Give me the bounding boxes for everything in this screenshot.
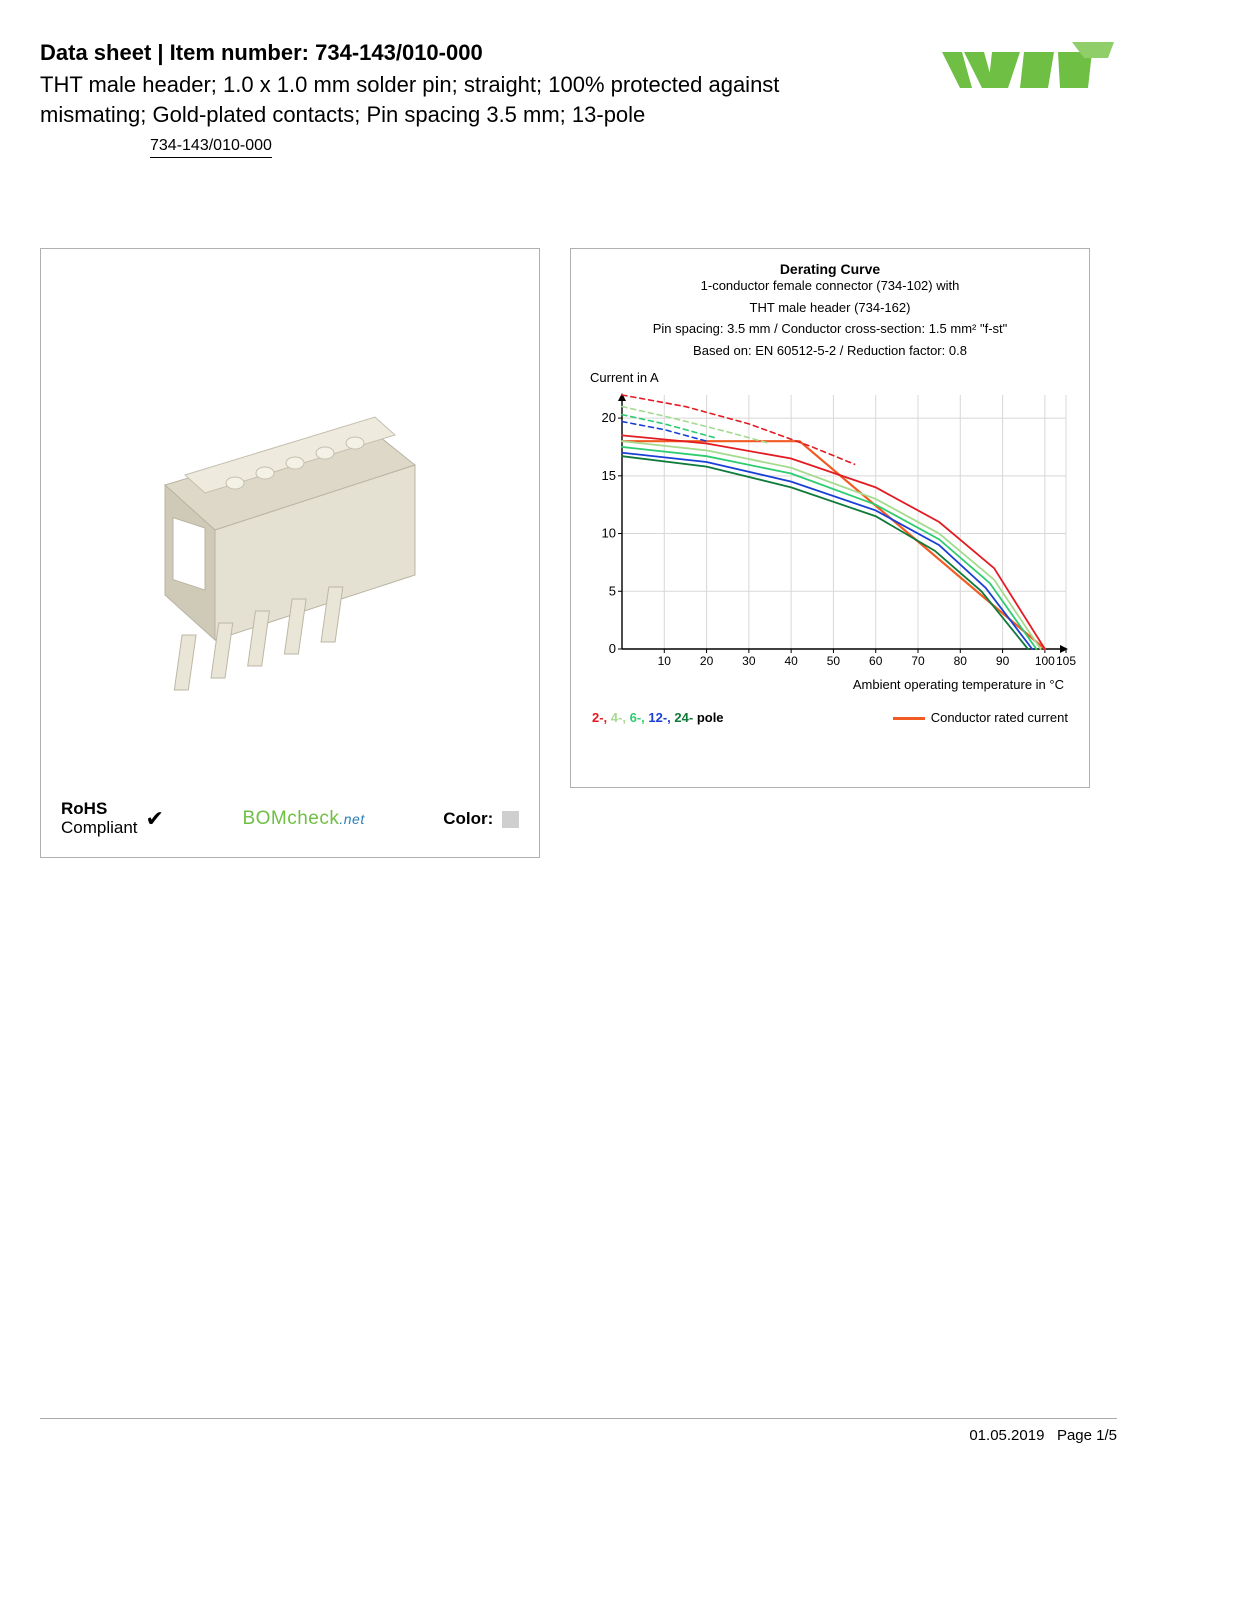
svg-text:15: 15	[602, 467, 616, 482]
color-label: Color:	[443, 809, 493, 828]
legend-pole-item: 24-	[674, 710, 696, 725]
svg-text:80: 80	[954, 654, 968, 668]
derating-chart: 0 5 10 15 20 10 20 30 40 50 60 70 80 90 100105	[586, 387, 1076, 677]
svg-text:0: 0	[609, 641, 616, 656]
svg-text:30: 30	[742, 654, 756, 668]
color-swatch	[502, 811, 519, 828]
check-icon: ✔	[146, 806, 164, 832]
rohs-line1: RoHS	[61, 800, 138, 819]
svg-text:60: 60	[869, 654, 883, 668]
svg-text:20: 20	[700, 654, 714, 668]
legend-row: 2-, 4-, 6-, 12-, 24- pole Conductor rate…	[586, 710, 1074, 725]
footer-page: Page 1/5	[1057, 1427, 1117, 1444]
svg-text:100: 100	[1035, 654, 1055, 668]
svg-text:20: 20	[602, 410, 616, 425]
svg-text:10: 10	[602, 525, 616, 540]
legend-pole-item: 2-,	[592, 710, 611, 725]
title-item-number: 734-143/010-000	[315, 40, 483, 65]
brand-logo	[942, 40, 1117, 105]
chart-title: Derating Curve	[586, 261, 1074, 277]
legend-pole-item: 4-,	[611, 710, 630, 725]
svg-text:70: 70	[911, 654, 925, 668]
subtitle: THT male header; 1.0 x 1.0 mm solder pin…	[40, 70, 820, 129]
title-line: Data sheet | Item number: 734-143/010-00…	[40, 40, 820, 66]
chart-sub3: Pin spacing: 3.5 mm / Conductor cross-se…	[586, 320, 1074, 338]
x-axis-label: Ambient operating temperature in °C	[586, 677, 1074, 692]
svg-text:90: 90	[996, 654, 1010, 668]
legend-rated: Conductor rated current	[893, 710, 1068, 725]
chart-sub4: Based on: EN 60512-5-2 / Reduction facto…	[586, 342, 1074, 360]
rohs-badge: RoHS Compliant ✔	[61, 800, 164, 837]
left-footer: RoHS Compliant ✔ BOMcheck.net Color:	[61, 790, 519, 837]
svg-text:40: 40	[784, 654, 798, 668]
legend-pole-item: 12-,	[648, 710, 674, 725]
chart-panel: Derating Curve 1-conductor female connec…	[570, 248, 1090, 788]
color-indicator: Color:	[443, 809, 519, 829]
svg-text:10: 10	[658, 654, 672, 668]
legend-rated-label: Conductor rated current	[931, 710, 1068, 725]
product-panel: RoHS Compliant ✔ BOMcheck.net Color:	[40, 248, 540, 858]
legend-poles: 2-, 4-, 6-, 12-, 24- pole	[592, 710, 724, 725]
legend-line-swatch	[893, 717, 925, 720]
legend-pole-suffix: pole	[697, 710, 724, 725]
y-axis-label: Current in A	[590, 370, 1074, 385]
panels-row: RoHS Compliant ✔ BOMcheck.net Color: Der…	[40, 248, 1117, 858]
header-text: Data sheet | Item number: 734-143/010-00…	[40, 40, 820, 158]
bomcheck-logo: BOMcheck.net	[242, 808, 364, 830]
product-image	[61, 259, 519, 790]
header: Data sheet | Item number: 734-143/010-00…	[40, 40, 1117, 158]
footer-date: 01.05.2019	[969, 1427, 1044, 1444]
item-link[interactable]: 734-143/010-000	[150, 137, 272, 158]
svg-text:105: 105	[1056, 654, 1076, 668]
page-footer: 01.05.2019 Page 1/5	[40, 1418, 1117, 1444]
svg-text:5: 5	[609, 583, 616, 598]
bomcheck-net: .net	[339, 811, 364, 827]
legend-pole-item: 6-,	[630, 710, 649, 725]
chart-sub1: 1-conductor female connector (734-102) w…	[586, 277, 1074, 295]
bomcheck-text: BOMcheck	[242, 808, 339, 829]
svg-text:50: 50	[827, 654, 841, 668]
rohs-line2: Compliant	[61, 819, 138, 838]
title-prefix: Data sheet | Item number:	[40, 40, 315, 65]
chart-sub2: THT male header (734-162)	[586, 299, 1074, 317]
